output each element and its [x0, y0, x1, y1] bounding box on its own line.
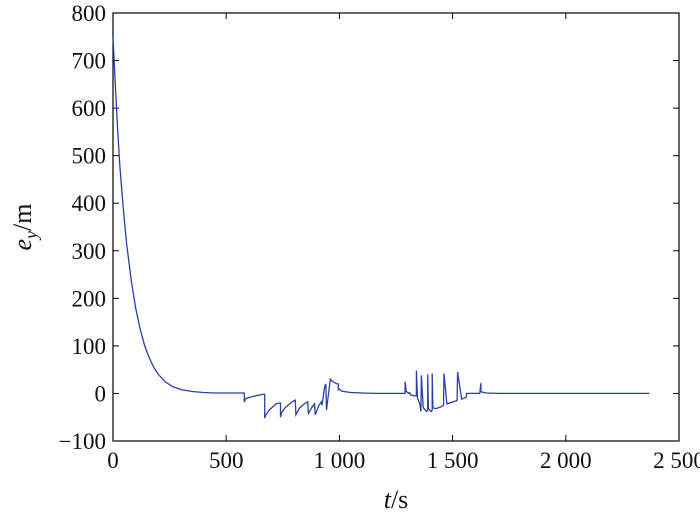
x-axis-unit: s — [398, 485, 408, 514]
y-tick-label: 800 — [72, 1, 107, 26]
y-tick-label: 100 — [72, 334, 107, 359]
x-tick-label: 2 500 — [653, 448, 700, 473]
x-tick-label: 0 — [107, 448, 119, 473]
ticks — [112, 12, 680, 442]
y-tick-label: −100 — [59, 429, 106, 454]
y-tick-label: 0 — [95, 381, 107, 406]
y-axis-subscript: y — [21, 231, 41, 241]
y-axis-label: ey/m — [8, 203, 41, 250]
y-tick-label: 200 — [72, 286, 107, 311]
y-axis-unit: m — [8, 203, 37, 223]
y-axis-symbol: e — [8, 239, 37, 251]
x-tick-label: 1 500 — [427, 448, 479, 473]
y-tick-label: 500 — [72, 144, 107, 169]
x-axis-label: t/s — [384, 485, 409, 514]
x-tick-label: 1 000 — [314, 448, 366, 473]
x-axis-slash: / — [391, 485, 399, 514]
y-tick-label: 600 — [72, 96, 107, 121]
x-tick-label: 2 000 — [540, 448, 592, 473]
x-axis-symbol: t — [384, 485, 392, 514]
x-tick-label: 500 — [209, 448, 244, 473]
plot-area — [112, 12, 680, 442]
y-tick-label: 300 — [72, 239, 107, 264]
y-axis-slash: / — [8, 223, 37, 231]
y-tick-label: 400 — [72, 191, 107, 216]
tick-labels: 0 500 1 000 1 500 2 000 2 500−100010020030040… — [59, 1, 700, 473]
y-tick-label: 700 — [72, 49, 107, 74]
series-line — [112, 36, 650, 419]
